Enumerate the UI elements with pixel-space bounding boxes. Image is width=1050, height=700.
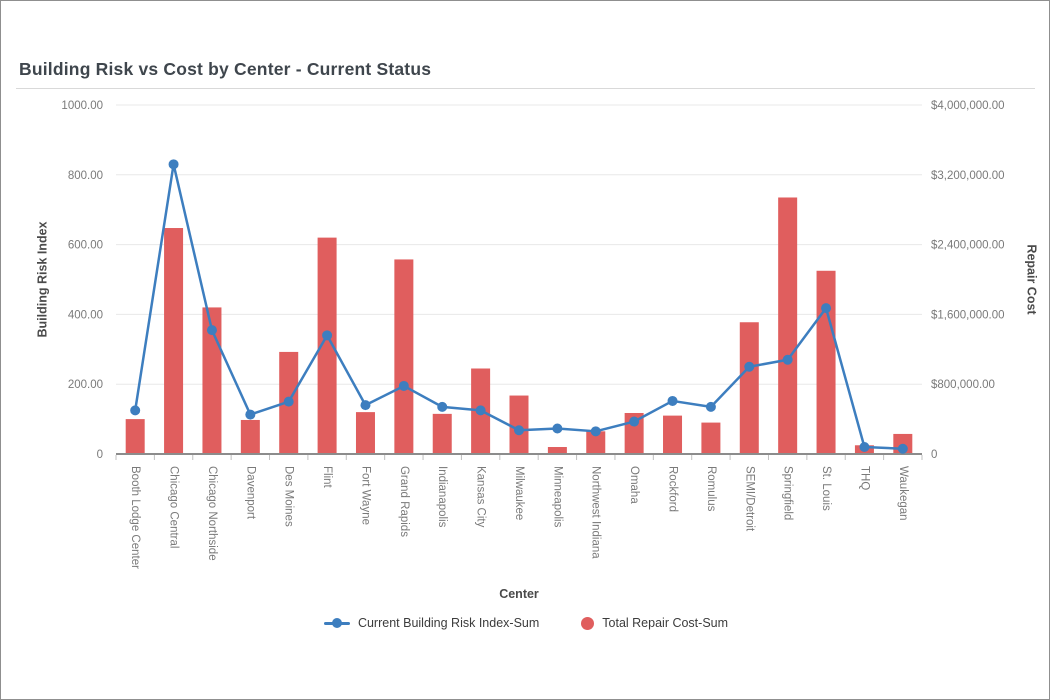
risk-index-point[interactable]	[514, 425, 524, 436]
legend-label: Current Building Risk Index-Sum	[357, 616, 540, 630]
chart-legend: Current Building Risk Index-Sum Total Re…	[1, 616, 1050, 630]
y-axis-right-tick-label: $800,000.00	[931, 379, 995, 391]
x-axis-category-label: Rockford	[666, 466, 678, 512]
bar-series-marker-icon	[581, 616, 595, 630]
risk-index-point[interactable]	[629, 416, 640, 427]
y-axis-left-tick-label: 600.00	[68, 240, 103, 252]
repair-cost-bar[interactable]	[317, 237, 337, 454]
risk-index-point[interactable]	[705, 401, 716, 412]
repair-cost-bar[interactable]	[240, 419, 260, 454]
risk-index-point[interactable]	[130, 405, 141, 416]
risk-index-point[interactable]	[360, 400, 371, 411]
repair-cost-bar[interactable]	[778, 197, 798, 455]
repair-cost-bar[interactable]	[586, 431, 606, 454]
x-axis-title: Center	[499, 587, 539, 601]
x-axis-category-label: St. Louis	[820, 466, 832, 511]
x-axis-category-label: Milwaukee	[513, 466, 525, 520]
y-axis-right-tick-label: $4,000,000.00	[931, 100, 1005, 112]
risk-index-point[interactable]	[283, 396, 294, 407]
x-axis-category-label: Chicago Central	[168, 466, 180, 548]
x-axis-category-label: SEMI/Detroit	[743, 466, 755, 532]
risk-index-point[interactable]	[552, 423, 563, 434]
chart-region: 1000.00 800.00 600.00 400.00 200.00 0 $4,000,0…	[1, 91, 1050, 606]
y-axis-right-tick-label: 0	[931, 449, 937, 461]
repair-cost-bar[interactable]	[164, 228, 184, 454]
repair-cost-bar[interactable]	[509, 395, 529, 454]
risk-index-point[interactable]	[859, 442, 870, 453]
x-axis-category-label: THQ	[858, 466, 870, 490]
repair-cost-bar[interactable]	[125, 419, 145, 454]
risk-index-point[interactable]	[475, 405, 486, 416]
title-divider	[16, 88, 1035, 89]
x-axis-category-label: Grand Rapids	[398, 466, 410, 537]
y-axis-right-tick-label: $3,200,000.00	[931, 170, 1005, 182]
y-axis-left-tick-label: 0	[97, 449, 103, 461]
x-axis-category-label: Fort Wayne	[359, 466, 371, 525]
y-axis-right-tick-label: $2,400,000.00	[931, 240, 1005, 252]
risk-index-point[interactable]	[667, 395, 678, 406]
y-axis-left-tick-label: 800.00	[68, 170, 103, 182]
repair-cost-bar[interactable]	[663, 415, 683, 454]
repair-cost-bar[interactable]	[739, 322, 759, 454]
risk-index-point[interactable]	[398, 380, 409, 391]
legend-item-risk-index[interactable]: Current Building Risk Index-Sum	[323, 616, 540, 630]
risk-index-point[interactable]	[206, 325, 217, 336]
chart-canvas: 1000.00 800.00 600.00 400.00 200.00 0 $4,000,0…	[35, 100, 1039, 601]
risk-index-point[interactable]	[744, 361, 755, 372]
x-axis-category-label: Kansas City	[475, 466, 487, 528]
y-axis-right-tick-label: $1,600,000.00	[931, 309, 1005, 321]
x-axis-category-label: Booth Lodge Center	[129, 466, 141, 569]
x-axis-category-label: Northwest Indiana	[590, 466, 602, 559]
risk-index-point[interactable]	[821, 303, 832, 314]
x-axis-category-label: Davenport	[244, 466, 256, 520]
repair-cost-bar[interactable]	[547, 447, 567, 454]
risk-index-point[interactable]	[897, 443, 908, 454]
x-axis-category-label: Minneapolis	[551, 466, 563, 528]
repair-cost-bar[interactable]	[432, 413, 452, 454]
repair-cost-bar[interactable]	[816, 270, 836, 454]
line-series-marker-icon	[323, 618, 350, 628]
x-axis-category-label: Romulus	[705, 466, 717, 512]
x-axis-category-label: Flint	[321, 466, 333, 489]
y-axis-right-title: Repair Cost	[1025, 244, 1039, 315]
y-axis-left-title: Building Risk Index	[35, 221, 49, 337]
x-axis-category-label: Des Moines	[283, 466, 295, 527]
risk-index-point[interactable]	[782, 354, 793, 365]
repair-cost-bar[interactable]	[394, 259, 414, 454]
risk-index-point[interactable]	[245, 409, 256, 420]
legend-item-repair-cost[interactable]: Total Repair Cost-Sum	[581, 616, 728, 630]
risk-index-point[interactable]	[437, 401, 448, 412]
y-axis-left-tick-label: 400.00	[68, 309, 103, 321]
repair-cost-bar[interactable]	[701, 422, 721, 454]
x-axis-category-label: Waukegan	[897, 466, 909, 521]
page-title: Building Risk vs Cost by Center - Curren…	[19, 59, 432, 79]
risk-index-point[interactable]	[590, 426, 601, 437]
repair-cost-bar[interactable]	[202, 307, 222, 454]
x-axis-category-label: Omaha	[628, 466, 640, 504]
x-axis-category-label: Springfield	[782, 466, 794, 520]
risk-index-point[interactable]	[168, 159, 179, 170]
repair-cost-bar[interactable]	[355, 412, 375, 454]
risk-index-point[interactable]	[322, 330, 333, 341]
legend-label: Total Repair Cost-Sum	[602, 616, 729, 630]
y-axis-left-tick-label: 1000.00	[61, 100, 103, 112]
y-axis-left-tick-label: 200.00	[68, 379, 103, 391]
x-axis-category-label: Indianapolis	[436, 466, 448, 528]
x-axis-category-label: Chicago Northside	[206, 466, 218, 561]
